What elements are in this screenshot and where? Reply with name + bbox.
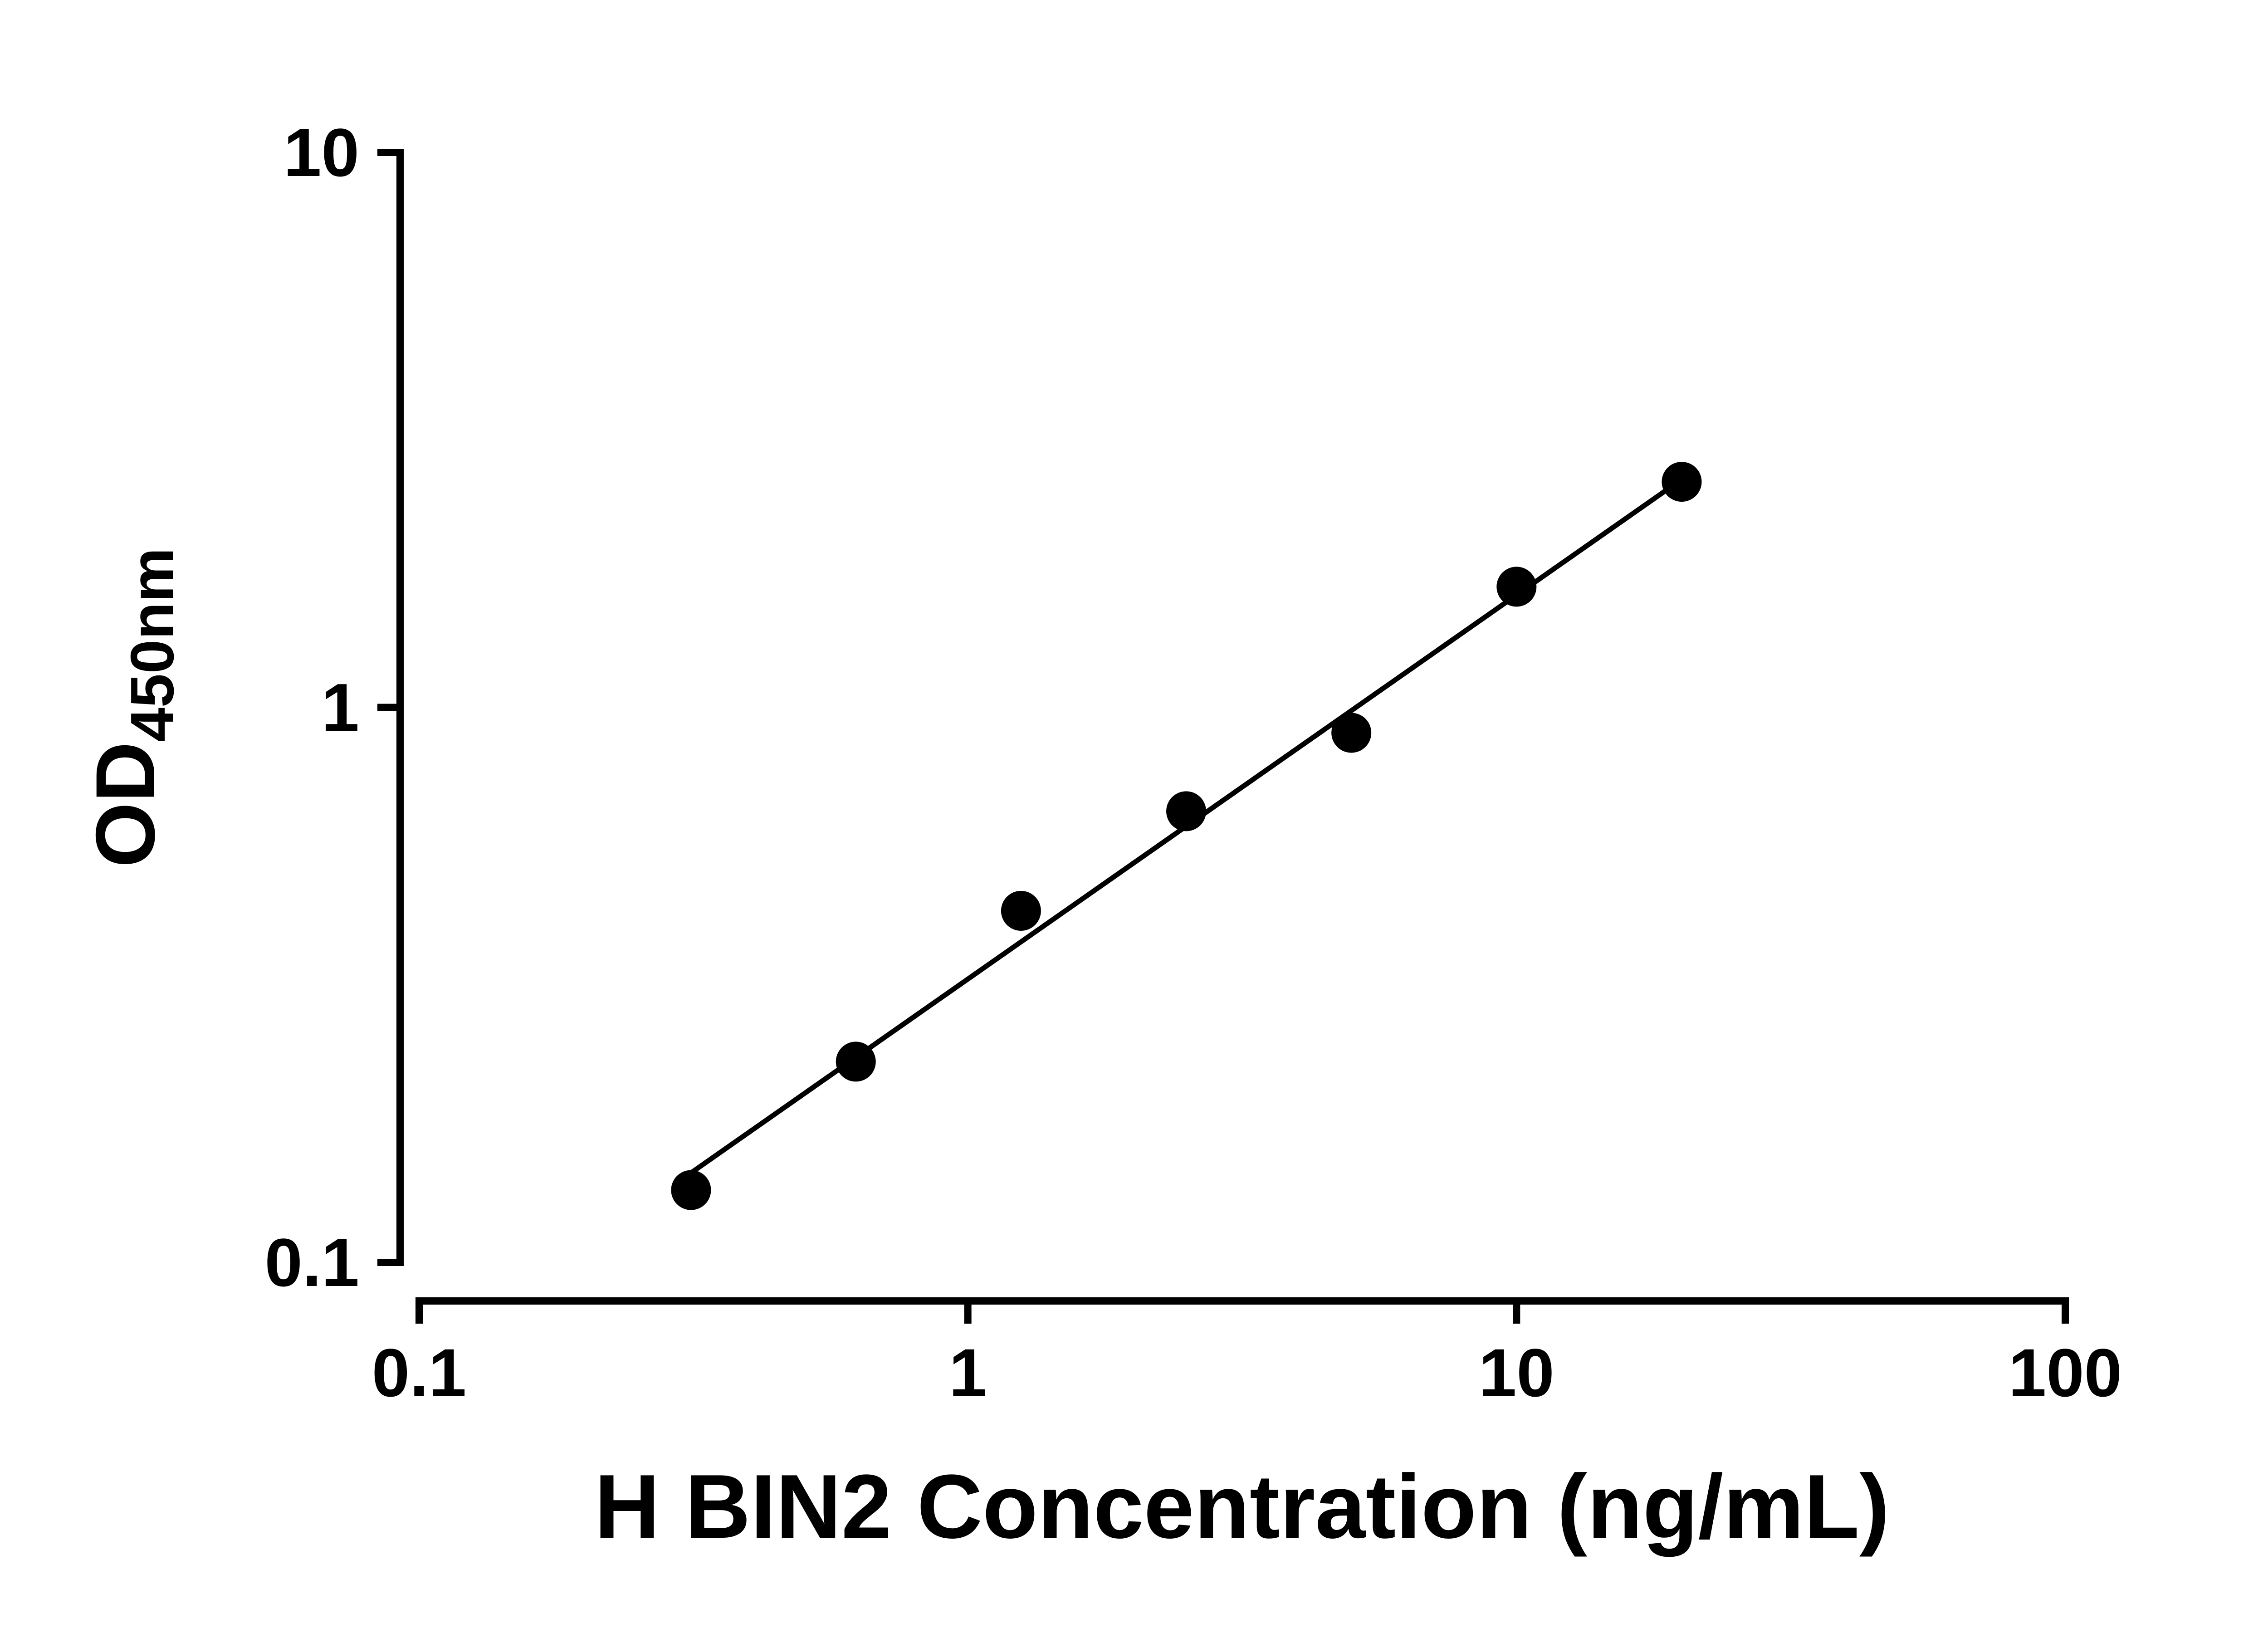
y-axis-ticks: 0.1 1 10 [264, 114, 400, 1301]
x-axis-ticks: 0.1 1 10 100 [372, 1301, 2122, 1411]
data-point [1001, 890, 1041, 931]
data-series [671, 462, 1702, 1210]
x-axis-title: H BIN2 Concentration (ng/mL) [594, 1456, 1889, 1557]
x-tick-label: 100 [2009, 1335, 2122, 1411]
y-tick-label: 0.1 [264, 1224, 359, 1301]
data-point [1166, 791, 1207, 831]
y-tick-label: 1 [322, 670, 359, 746]
y-tick-label: 10 [284, 114, 359, 191]
x-tick-label: 10 [1479, 1335, 1554, 1411]
y-axis-title-main: OD [79, 742, 172, 868]
x-tick-label: 1 [949, 1335, 987, 1411]
data-point [671, 1170, 711, 1210]
y-axis-title: OD450nm [79, 548, 186, 867]
data-point [1662, 462, 1702, 502]
data-point [836, 1041, 876, 1082]
axes [396, 149, 2069, 1305]
y-axis-title-subscript: 450nm [118, 548, 186, 742]
data-point [1331, 713, 1372, 753]
data-point [1496, 567, 1537, 607]
x-tick-label: 0.1 [372, 1335, 467, 1411]
